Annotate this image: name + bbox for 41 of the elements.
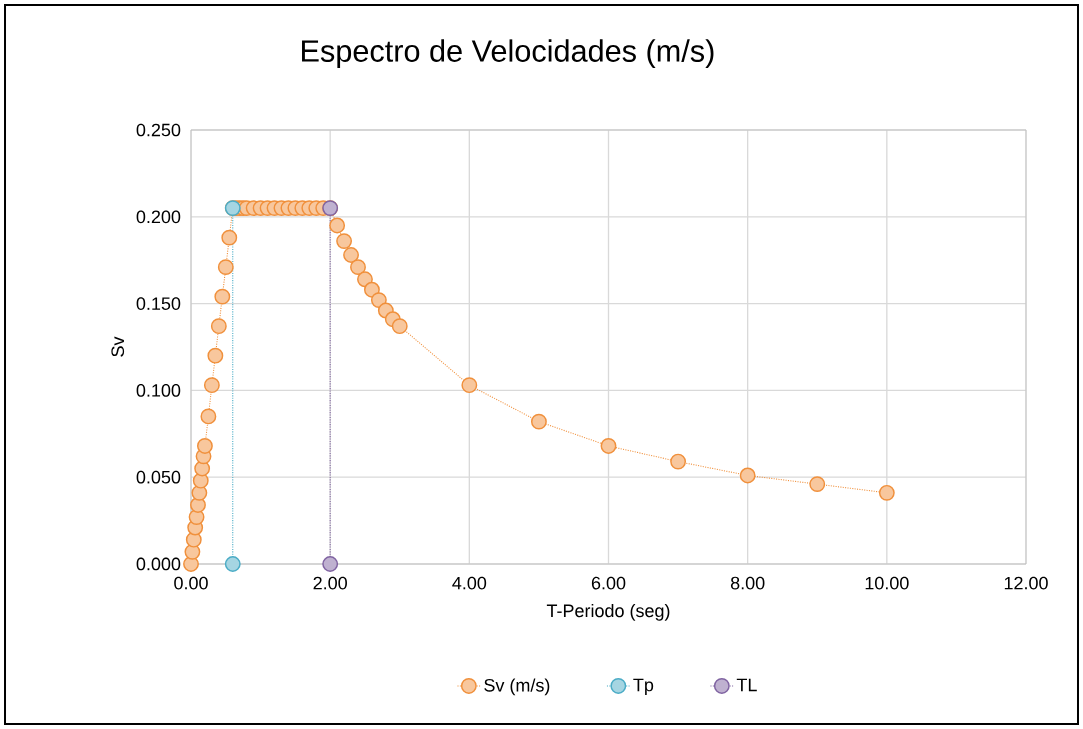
- x-tick-label: 12.00: [1004, 576, 1048, 590]
- point: [343, 247, 359, 263]
- y-axis-title: Sv: [111, 336, 125, 357]
- point: [210, 318, 227, 335]
- point: [221, 229, 238, 246]
- point: [336, 233, 353, 250]
- legend-label: Tp: [633, 678, 654, 695]
- x-tick-label: 6.00: [591, 576, 626, 590]
- point: [214, 288, 231, 305]
- y-tick-label: 0.000: [136, 557, 181, 571]
- point: [196, 438, 213, 454]
- point: [203, 377, 220, 394]
- point: [600, 438, 617, 454]
- y-tick-label: 0.100: [136, 384, 181, 397]
- point: [461, 377, 478, 394]
- x-tick-label: 2.00: [313, 576, 347, 590]
- point: [530, 413, 547, 430]
- chart-title: Espectro de Velocidades (m/s): [302, 39, 714, 68]
- y-tick-label: 0.250: [136, 123, 181, 137]
- point: [217, 259, 234, 276]
- x-tick-label: 0.00: [174, 576, 208, 590]
- x-axis-title: T-Periodo (seg): [546, 603, 670, 621]
- point: [878, 484, 895, 501]
- y-tick-label: 0.150: [136, 297, 181, 310]
- x-tick-label: 8.00: [730, 576, 765, 590]
- point: [670, 453, 687, 470]
- y-tick-label: 0.200: [136, 210, 181, 224]
- x-tick-label: 4.00: [452, 576, 487, 590]
- point: [224, 556, 241, 572]
- point: [739, 467, 756, 484]
- point: [207, 347, 224, 364]
- legend-label: TL: [736, 678, 757, 692]
- legend-label: Sv (m/s): [484, 678, 550, 696]
- x-tick-label: 10.00: [865, 576, 909, 590]
- point: [329, 217, 346, 234]
- point: [809, 476, 826, 493]
- y-tick-label: 0.050: [136, 470, 181, 484]
- point: [322, 556, 339, 572]
- point: [391, 318, 408, 335]
- point: [200, 408, 217, 425]
- point: [350, 259, 366, 276]
